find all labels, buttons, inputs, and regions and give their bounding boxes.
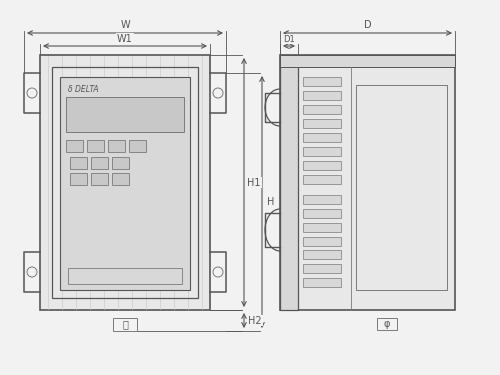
Bar [303, 91, 341, 100]
Bar [60, 77, 190, 290]
Bar [66, 140, 83, 152]
Text: H1: H1 [247, 177, 261, 188]
Bar [280, 55, 455, 310]
Bar [303, 133, 341, 142]
Bar [52, 67, 198, 298]
Bar [303, 195, 341, 204]
Bar [377, 318, 397, 330]
Bar [303, 119, 341, 128]
Bar [112, 157, 129, 169]
Bar [303, 147, 341, 156]
Bar [70, 157, 87, 169]
Text: D: D [364, 20, 372, 30]
Bar [280, 55, 298, 310]
Bar [356, 85, 447, 290]
Bar [303, 105, 341, 114]
Bar [68, 268, 182, 284]
Text: D1: D1 [283, 34, 295, 44]
Text: W1: W1 [117, 34, 133, 44]
Bar [91, 157, 108, 169]
Text: ⏚: ⏚ [122, 320, 128, 330]
Bar [303, 161, 341, 170]
Bar [303, 175, 341, 184]
Bar [303, 209, 341, 218]
Bar [112, 173, 129, 185]
Bar [303, 237, 341, 246]
Bar [87, 140, 104, 152]
Text: δ DELTA: δ DELTA [68, 84, 98, 93]
Bar [280, 55, 455, 67]
Bar [66, 97, 184, 132]
Bar [40, 55, 210, 310]
Bar [303, 77, 341, 86]
Bar [108, 140, 125, 152]
Text: W: W [120, 20, 130, 30]
Text: φ: φ [384, 319, 390, 329]
Text: H2: H2 [248, 315, 262, 326]
Circle shape [69, 88, 75, 94]
Bar [91, 173, 108, 185]
Bar [303, 223, 341, 232]
Bar [303, 264, 341, 273]
Bar [70, 173, 87, 185]
Bar [113, 318, 137, 331]
Text: H: H [268, 197, 274, 207]
Bar [303, 278, 341, 287]
Bar [129, 140, 146, 152]
Bar [303, 250, 341, 259]
